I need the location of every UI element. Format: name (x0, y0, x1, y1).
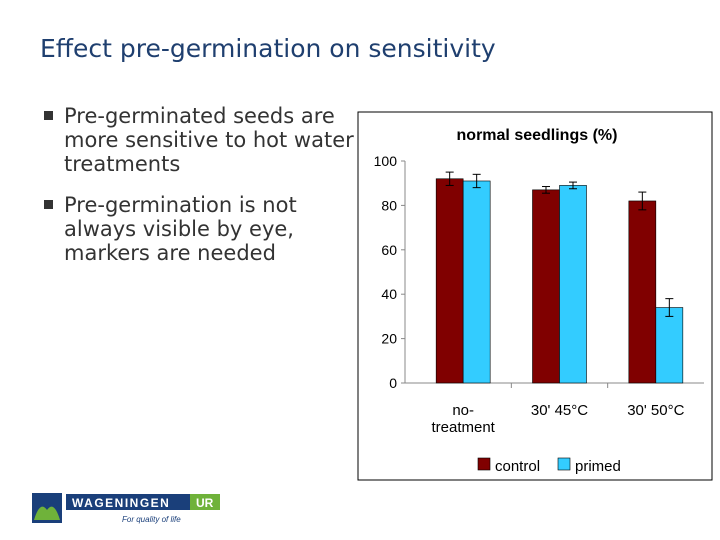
bullet: Pre-germination is not always visible by… (44, 193, 364, 265)
x-tick-label: 30' 45°C (530, 402, 589, 419)
bar (559, 185, 587, 384)
legend-label: control (495, 458, 540, 475)
y-tick-label: 0 (389, 375, 397, 391)
logo-name: WAGENINGEN (72, 496, 170, 510)
bar (655, 307, 684, 384)
error-bar (665, 298, 674, 317)
error-bar (569, 181, 577, 190)
error-bar (445, 171, 454, 186)
chart-title: normal seedlings (%) (457, 127, 618, 144)
x-tick-label: no-treatment (431, 402, 495, 436)
bar (462, 180, 491, 384)
logo-tagline: For quality of life (122, 515, 181, 524)
logo: WAGENINGEN UR For quality of life (32, 493, 220, 524)
logo-suffix: UR (196, 496, 214, 510)
y-tick-label: 100 (374, 153, 398, 169)
x-tick-label: 30' 50°C (627, 402, 685, 419)
bar (435, 178, 464, 384)
legend-swatch (557, 457, 571, 471)
y-tick-label: 40 (381, 286, 397, 302)
y-tick-label: 80 (381, 197, 397, 213)
error-bar (472, 173, 481, 189)
y-tick-label: 60 (381, 242, 397, 258)
bar (628, 200, 657, 384)
y-tick-label: 20 (381, 331, 397, 347)
legend-label: primed (575, 458, 621, 475)
error-bar (638, 191, 647, 211)
error-bar (542, 186, 550, 194)
legend-swatch (477, 457, 491, 471)
bar (532, 189, 560, 384)
bullet: Pre-germinated seeds are more sensitive … (44, 104, 364, 176)
slide-title: Effect pre-germination on sensitivity (40, 34, 496, 63)
